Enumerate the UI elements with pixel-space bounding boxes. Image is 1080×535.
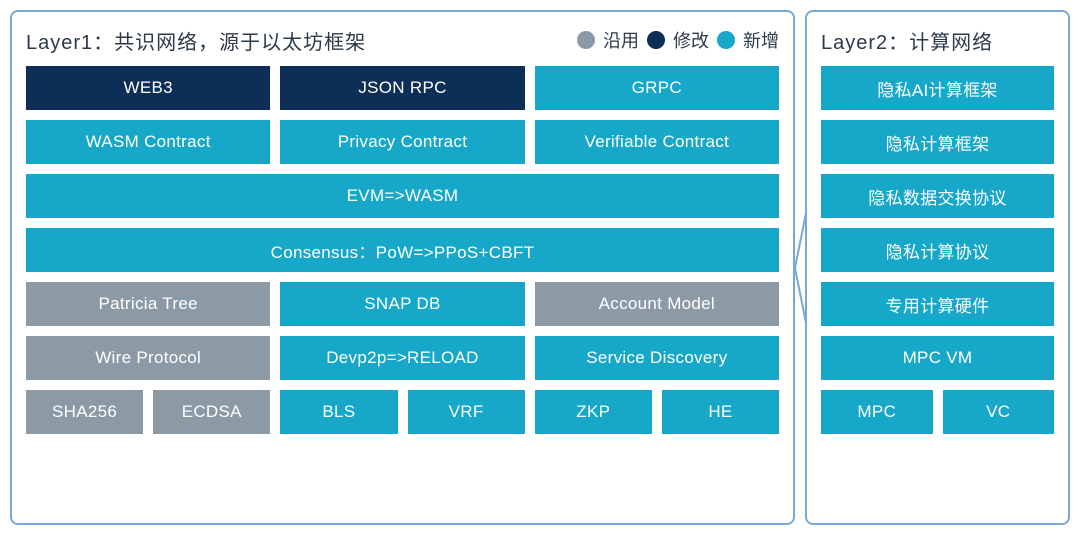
layer1-cell: Patricia Tree <box>26 282 270 326</box>
layer2-cell: 隐私数据交换协议 <box>821 174 1054 218</box>
layer2-cell: VC <box>943 390 1055 434</box>
layer1-row: WEB3JSON RPCGRPC <box>26 66 779 110</box>
legend-dot-new <box>717 31 735 49</box>
layer1-cell: Devp2p=>RELOAD <box>280 336 524 380</box>
layer1-panel: Layer1：共识网络，源于以太坊框架 沿用 修改 新增 WEB3JSON RP… <box>10 10 795 525</box>
layer2-title: Layer2：计算网络 <box>821 26 993 55</box>
legend-label-new: 新增 <box>743 27 779 53</box>
layer2-panel: Layer2：计算网络 隐私AI计算框架隐私计算框架隐私数据交换协议隐私计算协议… <box>805 10 1070 525</box>
layer1-rows: WEB3JSON RPCGRPC WASM ContractPrivacy Con… <box>26 66 779 509</box>
layer2-cell: MPC <box>821 390 933 434</box>
layer1-cell: Wire Protocol <box>26 336 270 380</box>
layer1-row: WASM ContractPrivacy ContractVerifiable … <box>26 120 779 164</box>
layer1-cell: VRF <box>408 390 525 434</box>
layer1-title: Layer1：共识网络，源于以太坊框架 <box>26 26 366 55</box>
layer1-cell: BLS <box>280 390 397 434</box>
layer1-row: Patricia TreeSNAP DBAccount Model <box>26 282 779 326</box>
layer1-row: EVM=>WASM <box>26 174 779 218</box>
panel-connector <box>793 208 807 328</box>
layer1-cell: Consensus：PoW=>PPoS+CBFT <box>26 228 779 272</box>
layer1-cell: Verifiable Contract <box>535 120 779 164</box>
layer2-cell: MPC VM <box>821 336 1054 380</box>
layer2-cell: 专用计算硬件 <box>821 282 1054 326</box>
layer2-cell: 隐私计算框架 <box>821 120 1054 164</box>
layer1-cell: Privacy Contract <box>280 120 524 164</box>
layer2-row: 隐私AI计算框架 <box>821 66 1054 110</box>
layer1-cell: EVM=>WASM <box>26 174 779 218</box>
layer1-cell: Account Model <box>535 282 779 326</box>
layer2-row: 隐私计算协议 <box>821 228 1054 272</box>
legend-dot-inherited <box>577 31 595 49</box>
layer2-header: Layer2：计算网络 <box>821 24 1054 56</box>
layer2-row: 隐私计算框架 <box>821 120 1054 164</box>
layer1-cell: GRPC <box>535 66 779 110</box>
layer2-cell: 隐私AI计算框架 <box>821 66 1054 110</box>
layer2-cell: 隐私计算协议 <box>821 228 1054 272</box>
layer1-cell: SNAP DB <box>280 282 524 326</box>
layer2-row: MPC VM <box>821 336 1054 380</box>
layer1-row: SHA256ECDSABLSVRFZKPHE <box>26 390 779 434</box>
layer1-cell: JSON RPC <box>280 66 524 110</box>
layer1-cell: SHA256 <box>26 390 143 434</box>
layer1-row: Consensus：PoW=>PPoS+CBFT <box>26 228 779 272</box>
layer1-cell: Service Discovery <box>535 336 779 380</box>
legend-dot-modified <box>647 31 665 49</box>
layer1-header: Layer1：共识网络，源于以太坊框架 沿用 修改 新增 <box>26 24 779 56</box>
layer1-row: Wire ProtocolDevp2p=>RELOADService Disco… <box>26 336 779 380</box>
legend-label-modified: 修改 <box>673 27 709 53</box>
layer1-cell: WEB3 <box>26 66 270 110</box>
layer1-cell: WASM Contract <box>26 120 270 164</box>
layer1-cell: ZKP <box>535 390 652 434</box>
layer1-cell: ECDSA <box>153 390 270 434</box>
layer2-rows: 隐私AI计算框架隐私计算框架隐私数据交换协议隐私计算协议专用计算硬件 MPC VM… <box>821 66 1054 509</box>
legend-label-inherited: 沿用 <box>603 27 639 53</box>
layer2-row: MPCVC <box>821 390 1054 434</box>
layer2-row: 隐私数据交换协议 <box>821 174 1054 218</box>
layer2-row: 专用计算硬件 <box>821 282 1054 326</box>
layer1-cell: HE <box>662 390 779 434</box>
diagram-root: Layer1：共识网络，源于以太坊框架 沿用 修改 新增 WEB3JSON RP… <box>10 10 1070 525</box>
legend: 沿用 修改 新增 <box>577 27 779 53</box>
